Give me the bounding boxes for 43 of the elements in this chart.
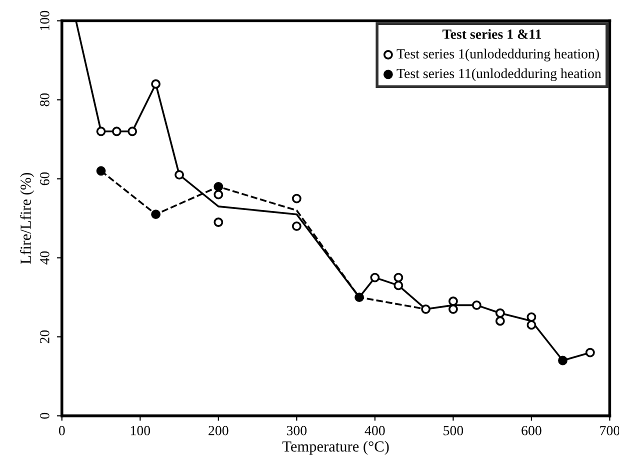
point	[128, 126, 138, 136]
point	[448, 296, 458, 306]
point	[151, 79, 161, 89]
y-tick-label: 40	[40, 251, 50, 264]
point	[495, 308, 505, 318]
point	[292, 194, 302, 204]
point	[526, 312, 536, 322]
point	[585, 348, 595, 358]
point	[370, 272, 380, 282]
point	[495, 316, 505, 326]
x-tick-label: 400	[364, 426, 385, 436]
x-tick-label: 0	[58, 426, 65, 436]
point	[214, 218, 224, 227]
point	[472, 300, 482, 310]
x-axis-title: Temperature (°C)	[282, 440, 389, 455]
point	[558, 356, 568, 366]
y-tick-label: 60	[40, 172, 50, 186]
y-tick-label: 100	[40, 10, 50, 30]
point	[151, 210, 161, 220]
point	[174, 170, 184, 180]
x-tick-label: 600	[522, 426, 542, 436]
x-tick-label: 100	[130, 426, 150, 436]
point	[526, 320, 536, 330]
point	[394, 272, 404, 282]
x-tick-label: 200	[208, 426, 228, 436]
point	[394, 280, 404, 290]
point	[214, 190, 224, 200]
point	[354, 292, 364, 302]
y-tick-label: 20	[40, 330, 50, 344]
y-tick-label: 0	[40, 412, 50, 419]
legend-label: Test series 11(unlodedduring heation	[396, 68, 602, 82]
point	[421, 304, 431, 314]
point	[292, 221, 302, 231]
legend-title: Test series 1 &11	[442, 29, 541, 39]
point	[96, 126, 106, 136]
point	[112, 126, 122, 136]
x-tick-label: 300	[286, 426, 307, 436]
x-tick-label: 500	[444, 426, 464, 436]
point	[214, 182, 224, 192]
y-tick-label: 80	[40, 93, 50, 106]
y-axis-title: Lfire/Lfire (%)	[20, 172, 34, 264]
point	[96, 166, 106, 176]
legend-label: Test series 1(unlodedduring heation)	[396, 48, 599, 62]
